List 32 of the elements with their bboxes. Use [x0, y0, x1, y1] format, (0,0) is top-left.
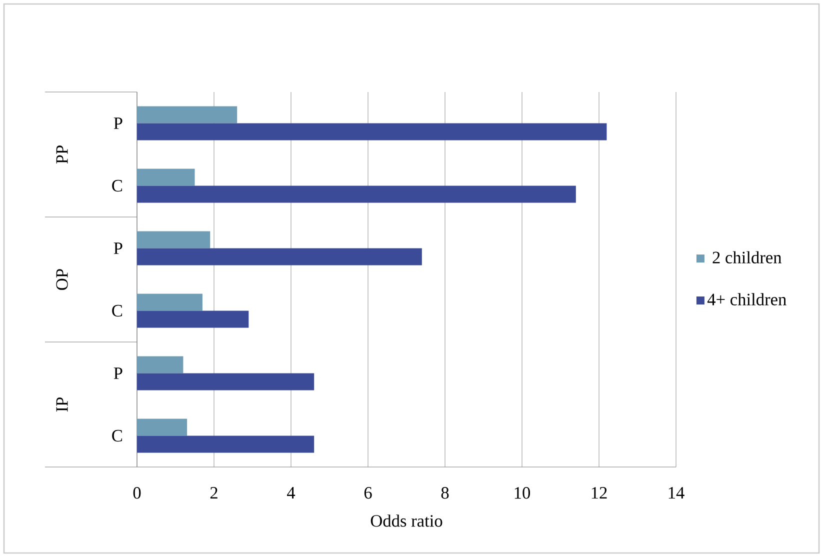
y-tick-label: P	[114, 118, 122, 129]
bar	[137, 436, 314, 453]
bar	[137, 106, 238, 124]
x-axis-title: Odds ratio	[370, 514, 442, 527]
x-tick-label: 8	[441, 487, 449, 499]
bar	[137, 418, 188, 436]
bar	[137, 373, 314, 390]
y-tick-label: C	[112, 180, 122, 192]
text: PP	[56, 146, 68, 164]
x-tick-label: 10	[514, 487, 530, 499]
legend-label: 2 children	[712, 251, 782, 264]
bar	[137, 294, 202, 311]
x-tick-label: 0	[133, 487, 141, 499]
legend-label: 4+ children	[707, 293, 786, 306]
y-tick-label: C	[112, 430, 122, 442]
bar	[137, 186, 576, 203]
x-tick-label: 14	[668, 487, 684, 498]
bar	[137, 356, 184, 374]
bar	[137, 248, 422, 266]
x-tick-label: 6	[364, 487, 372, 499]
x-tick-label: 12	[592, 487, 607, 499]
bar	[137, 231, 210, 248]
bar	[137, 168, 195, 186]
x-tick-label: 4	[287, 487, 296, 498]
bar	[137, 123, 607, 140]
bar	[137, 310, 249, 328]
text: IP	[56, 397, 68, 412]
y-tick-label: P	[114, 242, 122, 254]
x-tick-label: 2	[210, 487, 218, 499]
text: OP	[56, 269, 68, 290]
y-tick-label: P	[114, 368, 122, 379]
y-tick-label: C	[112, 304, 122, 317]
